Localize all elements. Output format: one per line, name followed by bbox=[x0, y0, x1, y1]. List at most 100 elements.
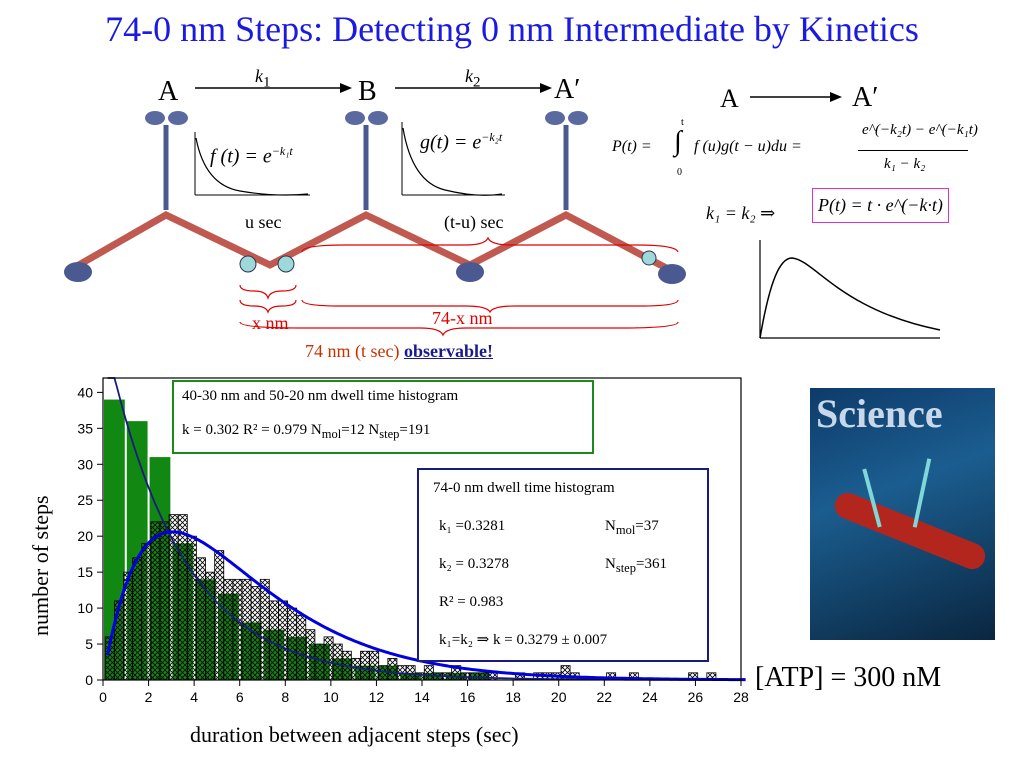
g-equation: g(t) = e−k₂t bbox=[420, 130, 502, 155]
g-equation-base: g(t) = e bbox=[420, 131, 482, 154]
myosin-motif-b bbox=[345, 111, 388, 210]
hatched-bar bbox=[378, 665, 389, 681]
tu-sec-label: (t-u) sec bbox=[444, 212, 504, 232]
x-tick-label: 6 bbox=[236, 689, 244, 705]
x-tick-label: 26 bbox=[688, 689, 704, 705]
legend-navy-nmol-n: N bbox=[605, 518, 616, 534]
cover-actin-graphic bbox=[830, 488, 990, 574]
hatched-bar bbox=[232, 578, 243, 681]
legend-navy-box: 74-0 nm dwell time histogram k₁ =0.3281 … bbox=[417, 468, 709, 662]
observable-link[interactable]: observable! bbox=[403, 341, 493, 361]
hatched-bar bbox=[186, 535, 197, 681]
equal-k-condition: k₁ = k₂ ⇒ bbox=[706, 203, 776, 223]
y-tick-label: 40 bbox=[77, 384, 93, 400]
hatched-bar bbox=[478, 672, 489, 681]
legend-green-line2: k = 0.302 R² = 0.979 N bbox=[182, 422, 322, 438]
y-axis-ticks: 0 5 10 15 20 25 30 35 40 bbox=[77, 384, 103, 688]
convolution-numerator: e^(−k₂t) − e^(−k₁t) bbox=[862, 122, 978, 138]
hatched-bar bbox=[360, 650, 370, 681]
convolution-integrand: f (u)g(t − u)du = bbox=[694, 138, 802, 155]
k1-symbol: k bbox=[255, 66, 263, 86]
hatched-bar bbox=[287, 607, 298, 681]
x-tick-label: 18 bbox=[505, 689, 521, 705]
x-tick-label: 2 bbox=[145, 689, 153, 705]
legend-navy-nmol-val: =37 bbox=[635, 518, 659, 534]
state-a-label: A bbox=[158, 76, 179, 107]
y-tick-label: 5 bbox=[85, 636, 93, 652]
hatched-bar bbox=[159, 521, 170, 681]
hatched-bar bbox=[205, 571, 216, 681]
u-brace bbox=[239, 284, 297, 301]
74x-brace bbox=[301, 299, 679, 314]
hatched-bar bbox=[150, 521, 161, 681]
hatched-bar bbox=[405, 665, 416, 681]
74x-nm-label: 74-x nm bbox=[432, 308, 493, 328]
k2-label: k2 bbox=[465, 66, 481, 92]
legend-navy-nstep-sub: step bbox=[615, 561, 636, 575]
legend-green-nstep-sub: step bbox=[379, 427, 400, 441]
x-tick-label: 20 bbox=[551, 689, 567, 705]
x-tick-label: 22 bbox=[596, 689, 612, 705]
integral-upper: t bbox=[681, 117, 684, 128]
hatched-bar bbox=[132, 557, 143, 681]
y-tick-label: 20 bbox=[77, 528, 93, 544]
gamma-fit-curve bbox=[106, 530, 746, 682]
legend-navy-nstep-val: =361 bbox=[635, 556, 667, 572]
panel-a-label: A bbox=[720, 84, 739, 113]
hatched-bar bbox=[141, 542, 152, 681]
y-tick-label: 35 bbox=[77, 420, 93, 436]
fraction-bar bbox=[858, 150, 968, 151]
x-tick-label: 24 bbox=[642, 689, 658, 705]
y-tick-label: 25 bbox=[77, 492, 93, 508]
legend-navy-nstep-n: N bbox=[605, 556, 616, 572]
x-tick-label: 28 bbox=[733, 689, 749, 705]
hatched-bar bbox=[323, 636, 334, 681]
legend-green-title: 40-30 nm and 50-20 nm dwell time histogr… bbox=[182, 388, 459, 404]
x-tick-label: 12 bbox=[369, 689, 385, 705]
cover-masthead: Science bbox=[816, 391, 943, 436]
actin-filament bbox=[68, 211, 672, 274]
hatched-bar bbox=[168, 514, 179, 681]
hatched-bar bbox=[259, 578, 270, 681]
x-tick-label: 8 bbox=[281, 689, 289, 705]
myosin-motif-a-prime bbox=[545, 111, 588, 210]
f-equation-exponent: −k₁t bbox=[271, 144, 293, 158]
hatched-bar bbox=[423, 665, 434, 681]
legend-navy-result: k₁=k₂ ⇒ k = 0.3279 ± 0.007 bbox=[439, 632, 608, 648]
legend-green-nmol-sub: mol bbox=[321, 427, 342, 441]
g-decay-plot bbox=[401, 122, 505, 196]
hatched-bar bbox=[278, 600, 288, 681]
boxed-result: P(t) = t · e^(−k·t) bbox=[812, 188, 949, 223]
hatched-bar bbox=[223, 578, 234, 681]
y-tick-label: 0 bbox=[85, 672, 93, 688]
x-tick-label: 0 bbox=[99, 689, 107, 705]
integral-sign: ∫ bbox=[674, 126, 682, 157]
legend-green-nstep-val: =191 bbox=[399, 422, 431, 438]
y-tick-label: 15 bbox=[77, 564, 93, 580]
myosin-motif-a bbox=[145, 111, 188, 210]
hatched-bar bbox=[305, 629, 316, 681]
hatched-bar bbox=[387, 658, 398, 681]
legend-navy-title: 74-0 nm dwell time histogram bbox=[433, 480, 615, 496]
legend-navy-nstep: Nstep=361 bbox=[605, 556, 667, 576]
total-observable: 74 nm (t sec) observable! bbox=[305, 341, 493, 362]
hatched-bar bbox=[214, 550, 225, 681]
hatched-bar bbox=[314, 643, 325, 681]
convolution-denominator: k₁ − k₂ bbox=[884, 156, 926, 172]
y-axis-label: number of steps bbox=[28, 495, 53, 636]
atp-concentration: [ATP] = 300 nM bbox=[755, 662, 942, 693]
x-axis-label: duration between adjacent steps (sec) bbox=[190, 722, 519, 747]
total-brace bbox=[239, 321, 679, 337]
k1-subscript: 1 bbox=[263, 74, 271, 91]
legend-navy-nmol: Nmol=37 bbox=[605, 518, 659, 538]
k2-symbol: k bbox=[465, 66, 473, 86]
hatched-bar bbox=[177, 514, 188, 681]
x-axis-ticks: 0 2 4 6 8 10 12 14 16 18 20 22 24 26 28 bbox=[99, 680, 749, 705]
hatched-bar bbox=[296, 614, 307, 681]
hatched-bar bbox=[369, 650, 380, 681]
total-prefix: 74 nm (t sec) bbox=[305, 341, 400, 361]
kinetic-scheme bbox=[64, 83, 686, 337]
k1-label: k1 bbox=[255, 66, 271, 92]
slide-title: 74-0 nm Steps: Detecting 0 nm Intermedia… bbox=[105, 9, 919, 49]
